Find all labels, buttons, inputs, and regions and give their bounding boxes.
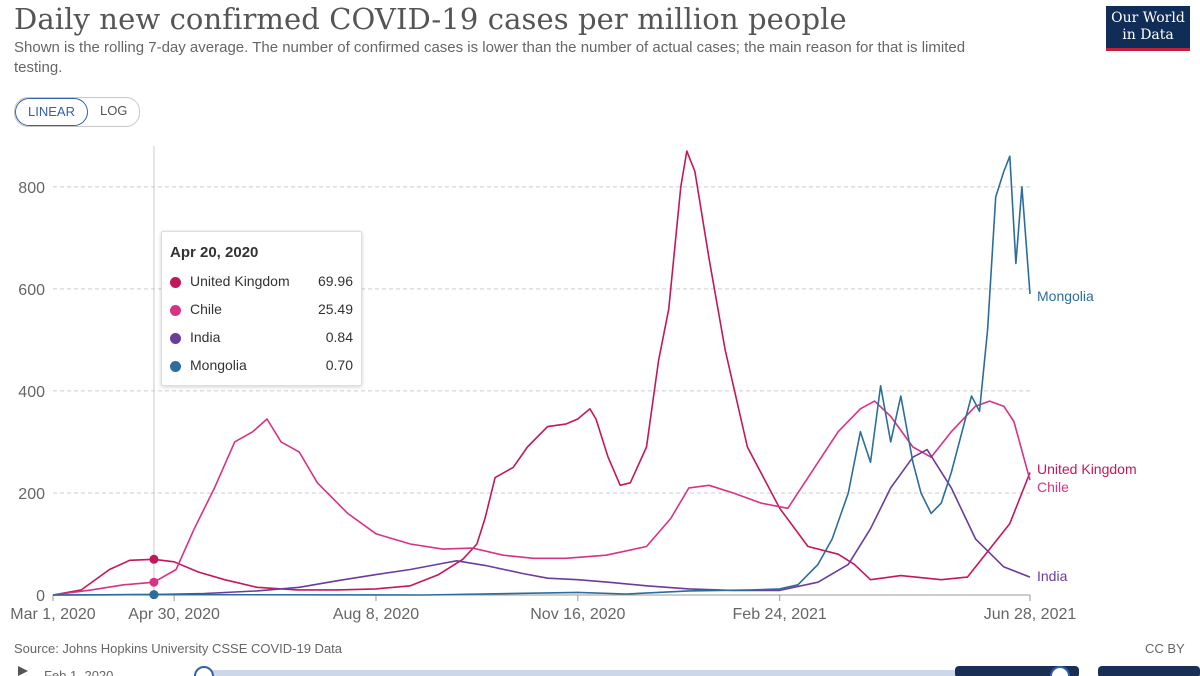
series-line (52, 400, 1031, 596)
tooltip-color-dot (170, 277, 181, 288)
log-scale-button[interactable]: LOG (99, 103, 128, 118)
y-tick-label: 0 (36, 588, 45, 605)
tooltip-row: United Kingdom 69.96 (170, 272, 353, 292)
timeline-slider[interactable]: Feb 1, 2020 (0, 664, 1200, 676)
x-tick-label: Jun 28, 2021 (984, 606, 1077, 623)
chart-title: Daily new confirmed COVID-19 cases per m… (14, 2, 847, 36)
x-tick-label: Mar 1, 2020 (10, 606, 95, 623)
tooltip-date: Apr 20, 2020 (170, 244, 259, 261)
linear-scale-button[interactable]: LINEAR (15, 98, 88, 126)
series-line (52, 448, 1031, 596)
series-end-label: Mongolia (1037, 288, 1094, 304)
y-tick-label: 200 (18, 486, 45, 503)
tooltip-row: Chile 25.49 (170, 300, 353, 320)
timeline-start-handle (194, 666, 214, 676)
tooltip-color-dot (170, 305, 181, 316)
chart-subtitle: Shown is the rolling 7-day average. The … (14, 39, 966, 76)
tooltip-row: India 0.84 (170, 328, 353, 348)
logo-line-1: Our World (1111, 10, 1185, 26)
timeline-end-box (955, 666, 1079, 676)
timeline-end-handle (1050, 666, 1070, 676)
x-tick-label: Nov 16, 2020 (530, 606, 625, 623)
tooltip-series-value: 0.84 (325, 329, 353, 345)
tooltip-series-name: Chile (190, 301, 222, 317)
hover-point (149, 577, 159, 587)
tooltip-color-dot (170, 361, 181, 372)
y-tick-label: 600 (18, 282, 45, 299)
series-line (52, 155, 1031, 596)
hover-point (149, 554, 159, 564)
timeline-track (204, 670, 1060, 676)
hover-tooltip: Apr 20, 2020 United Kingdom 69.96 Chile … (161, 231, 362, 386)
series-end-label: Chile (1037, 479, 1069, 495)
tooltip-series-name: Mongolia (190, 357, 247, 373)
hover-point (149, 590, 159, 600)
logo-line-2: in Data (1122, 27, 1174, 43)
x-tick-label: Feb 24, 2021 (733, 606, 827, 623)
scale-toggle: LINEAR LOG (14, 97, 141, 127)
tooltip-series-name: United Kingdom (190, 273, 290, 289)
tooltip-series-value: 25.49 (317, 301, 353, 317)
timeline-start-label: Feb 1, 2020 (44, 668, 113, 676)
x-tick-label: Aug 8, 2020 (333, 606, 419, 623)
y-tick-label: 800 (18, 180, 45, 197)
source-note[interactable]: Source: Johns Hopkins University CSSE CO… (14, 641, 343, 656)
x-tick-label: Apr 30, 2020 (128, 606, 220, 623)
series-end-label: India (1037, 568, 1068, 584)
y-tick-label: 400 (18, 384, 45, 401)
logo-accent-bar (1106, 48, 1190, 51)
license-label[interactable]: CC BY (1145, 641, 1185, 656)
tooltip-series-name: India (190, 329, 221, 345)
tooltip-color-dot (170, 333, 181, 344)
tooltip-row: Mongolia 0.70 (170, 356, 353, 376)
series-end-label: United Kingdom (1037, 461, 1137, 477)
owid-logo[interactable]: Our World in Data (1106, 6, 1190, 48)
tooltip-series-value: 0.70 (325, 357, 353, 373)
tooltip-series-value: 69.96 (317, 273, 353, 289)
series-line (52, 150, 1031, 596)
play-icon (18, 666, 28, 676)
timeline-control-box (1098, 666, 1200, 676)
